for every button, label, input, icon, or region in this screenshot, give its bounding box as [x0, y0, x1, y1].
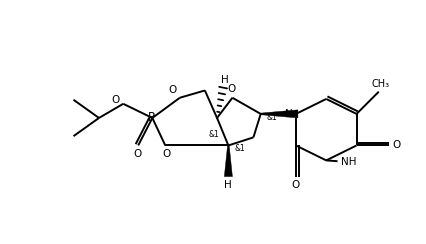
Text: CH₃: CH₃ — [372, 79, 390, 89]
Text: H: H — [225, 181, 232, 191]
Text: H: H — [221, 75, 229, 84]
Text: O: O — [162, 149, 170, 159]
Text: NH: NH — [341, 157, 356, 167]
Text: N: N — [285, 109, 293, 119]
Text: O: O — [133, 149, 141, 159]
Text: &1: &1 — [209, 130, 219, 139]
Polygon shape — [225, 145, 233, 177]
Text: O: O — [393, 141, 401, 151]
Text: &1: &1 — [267, 113, 277, 122]
Text: O: O — [227, 84, 236, 94]
Text: P: P — [148, 111, 155, 124]
Text: O: O — [292, 181, 300, 191]
Polygon shape — [261, 110, 298, 118]
Text: &1: &1 — [234, 144, 245, 153]
Text: O: O — [111, 95, 119, 105]
Text: O: O — [168, 85, 177, 95]
